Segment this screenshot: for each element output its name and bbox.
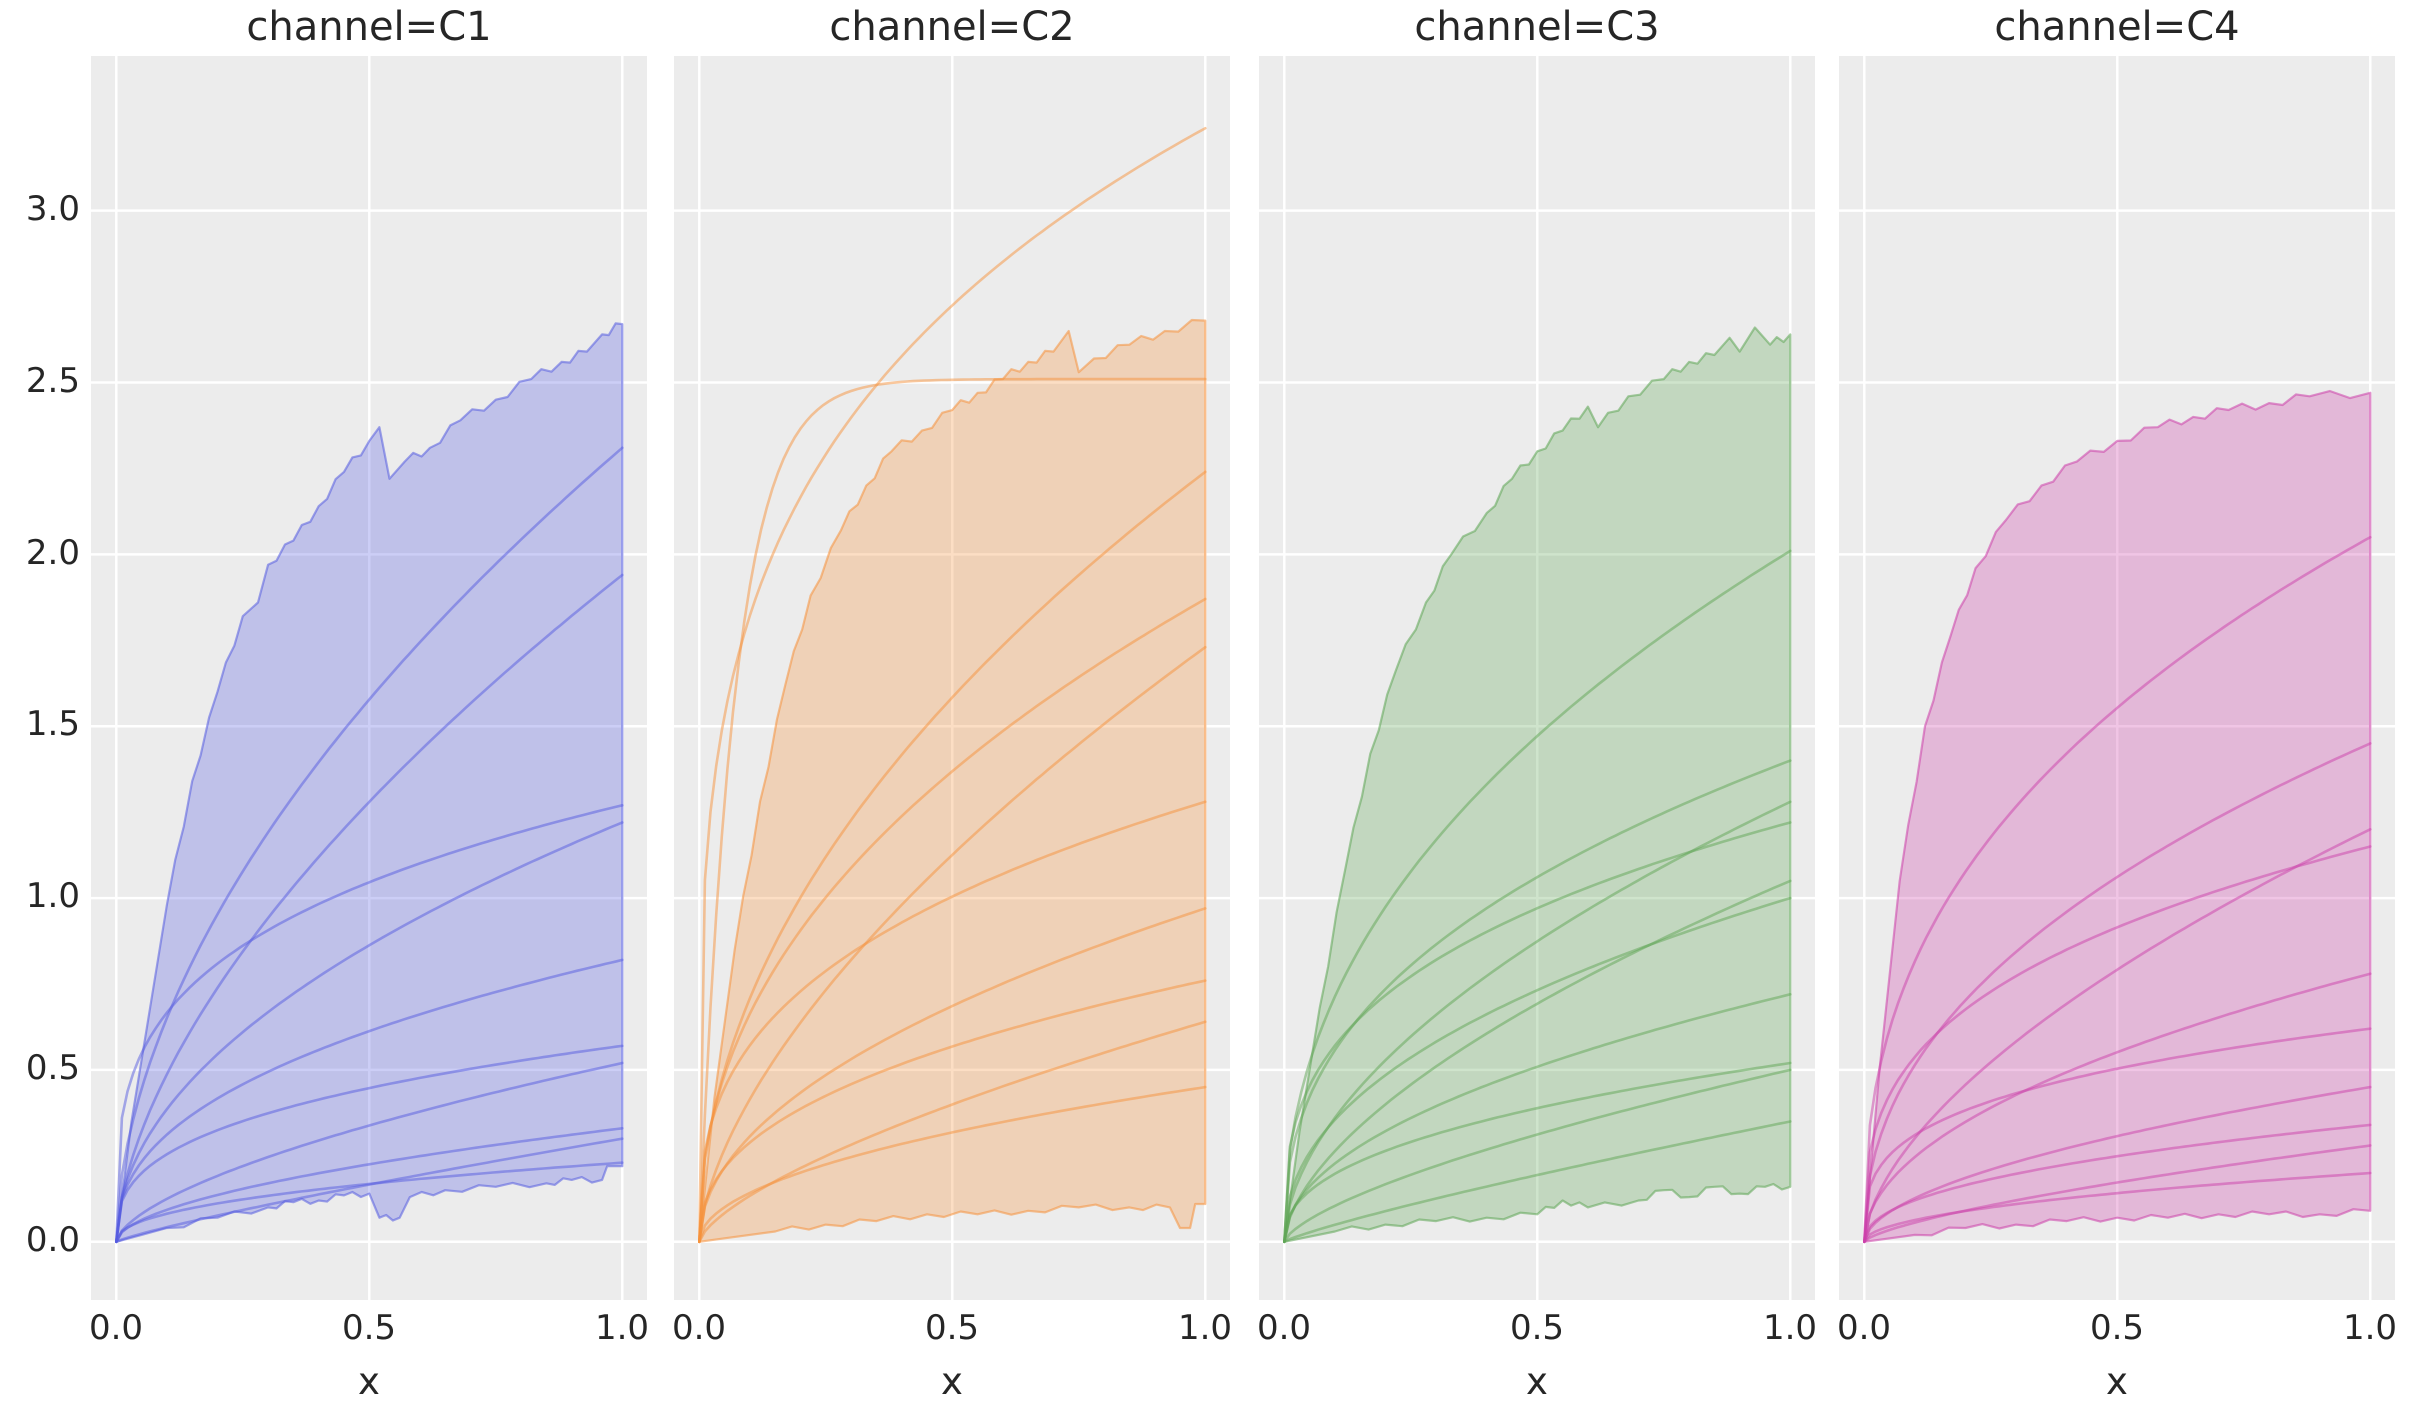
y-tick-label: 1.5	[25, 704, 80, 745]
curve-C1-4	[114, 958, 624, 1244]
curve-C2-8	[697, 1020, 1207, 1244]
x-tick-label: 1.0	[1177, 1308, 1233, 1348]
y-tick-label: 2.5	[25, 360, 80, 401]
y-tick-label: 0.5	[25, 1048, 80, 1089]
x-axis-label-C3: x	[1526, 1360, 1548, 1403]
panel-title-C4: channel=C4	[1994, 4, 2240, 50]
panel-title-C3: channel=C3	[1414, 4, 1660, 50]
curve-C3-9	[1282, 1120, 1792, 1244]
curve-C1-5	[114, 1044, 624, 1244]
x-tick-label: 0.5	[1509, 1308, 1565, 1348]
panel-plot-C2	[673, 56, 1231, 1300]
panel-plot-C4	[1838, 56, 2396, 1300]
curve-C4-6	[1862, 1085, 2372, 1244]
curve-C2-9	[697, 1085, 1207, 1244]
curve-C3-6	[1282, 992, 1792, 1244]
uncertainty-band-C4	[1862, 389, 2372, 1243]
curve-C3-8	[1282, 1068, 1792, 1244]
curve-C3-5	[1282, 896, 1792, 1244]
curve-C2-7	[697, 979, 1207, 1244]
y-tick-label: 3.0	[25, 188, 80, 229]
curve-C4-5	[1862, 1027, 2372, 1244]
curve-C1-3	[114, 821, 624, 1244]
x-tick-label: 0.0	[671, 1308, 727, 1348]
curve-C3-4	[1282, 879, 1792, 1244]
curve-C2-1	[697, 377, 1207, 1244]
curve-C3-0	[1282, 549, 1792, 1244]
x-tick-label: 1.0	[594, 1308, 650, 1348]
curve-C3-2	[1282, 800, 1792, 1244]
curve-C4-9	[1862, 1171, 2372, 1244]
y-tick-label: 0.0	[25, 1220, 80, 1260]
panel-plot-C1	[90, 56, 648, 1300]
x-tick-label: 0.5	[924, 1308, 980, 1348]
panel-plot-C3	[1258, 56, 1816, 1300]
x-tick-label: 1.0	[2342, 1308, 2398, 1348]
x-tick-label: 0.0	[1256, 1308, 1312, 1348]
curve-C3-1	[1282, 759, 1792, 1244]
panel-title-C2: channel=C2	[829, 4, 1075, 50]
curve-C1-1	[114, 573, 624, 1244]
curve-C4-0	[1862, 535, 2372, 1244]
curve-C2-2	[697, 470, 1207, 1244]
y-tick-label: 2.0	[25, 532, 80, 573]
x-axis-label-C4: x	[2106, 1360, 2128, 1403]
uncertainty-band-C3	[1282, 326, 1792, 1243]
curve-C3-7	[1282, 1061, 1792, 1244]
curve-C4-2	[1862, 827, 2372, 1244]
panel-title-C1: channel=C1	[246, 4, 492, 50]
curve-C1-6	[114, 1061, 624, 1244]
curve-C4-4	[1862, 972, 2372, 1244]
curve-C4-1	[1862, 742, 2372, 1244]
x-tick-label: 0.5	[341, 1308, 397, 1348]
curve-C4-7	[1862, 1123, 2372, 1244]
curve-C2-5	[697, 800, 1207, 1244]
x-tick-label: 0.0	[1836, 1308, 1892, 1348]
x-axis-label-C1: x	[358, 1360, 380, 1403]
curve-C2-4	[697, 645, 1207, 1244]
curve-C2-3	[697, 597, 1207, 1244]
x-tick-label: 0.0	[88, 1308, 144, 1348]
x-tick-label: 0.5	[2089, 1308, 2145, 1348]
x-axis-label-C2: x	[941, 1360, 963, 1403]
curve-C1-7	[114, 1126, 624, 1244]
curve-C2-0	[697, 126, 1207, 1244]
curve-C2-6	[697, 907, 1207, 1244]
y-tick-label: 1.0	[25, 876, 80, 917]
uncertainty-band-C1	[114, 322, 624, 1243]
curve-C3-3	[1282, 821, 1792, 1244]
curve-C1-2	[114, 803, 624, 1244]
curve-C1-0	[114, 446, 624, 1244]
x-tick-label: 1.0	[1762, 1308, 1818, 1348]
curve-C4-3	[1862, 845, 2372, 1244]
curve-C1-9	[114, 1161, 624, 1244]
